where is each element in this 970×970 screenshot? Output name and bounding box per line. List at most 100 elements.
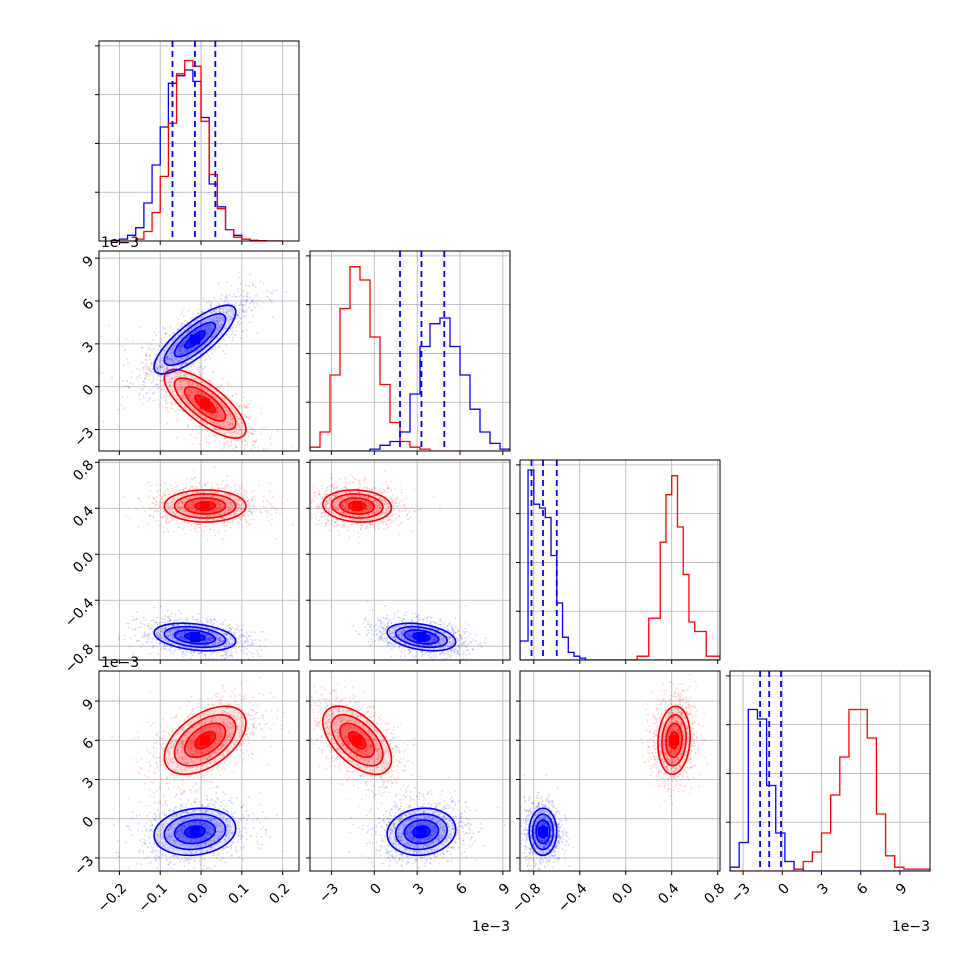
sample-point: [185, 351, 188, 353]
sample-point: [250, 400, 253, 403]
sample-point: [219, 326, 222, 328]
sample-point: [164, 519, 167, 522]
sample-point: [250, 416, 252, 419]
sample-point: [180, 342, 182, 345]
sample-point: [163, 327, 166, 330]
sample-point: [195, 382, 198, 385]
sample-point: [127, 626, 130, 629]
sample-point: [214, 415, 217, 418]
sample-point: [193, 618, 196, 621]
sample-point: [252, 656, 255, 658]
sample-point: [213, 435, 216, 438]
sample-point: [253, 306, 256, 309]
sample-point: [225, 420, 227, 423]
sample-point: [195, 350, 198, 353]
sample-point: [160, 390, 163, 393]
sample-point: [174, 371, 177, 374]
sample-point: [197, 405, 200, 408]
sample-point: [165, 402, 168, 405]
sample-point: [187, 381, 190, 384]
sample-point: [224, 352, 227, 355]
sample-point: [171, 408, 174, 411]
sample-point: [243, 403, 245, 406]
sample-point: [252, 420, 255, 423]
sample-point: [149, 374, 152, 376]
sample-point: [191, 358, 194, 361]
sample-point: [166, 406, 169, 409]
sample-point: [162, 526, 165, 529]
sample-point: [245, 415, 248, 418]
sample-point: [272, 289, 275, 292]
sample-point: [170, 501, 173, 504]
sample-point: [156, 367, 159, 369]
sample-point: [165, 368, 167, 371]
sample-point: [236, 440, 239, 442]
sample-point: [233, 513, 235, 516]
sample-point: [238, 304, 240, 307]
sample-point: [143, 397, 146, 400]
sample-point: [188, 350, 191, 353]
sample-point: [218, 319, 221, 322]
sample-point: [188, 354, 190, 356]
sample-point: [393, 487, 396, 490]
sample-point: [219, 498, 222, 500]
sample-point: [165, 502, 168, 505]
sample-point: [238, 418, 240, 421]
sample-point: [216, 327, 219, 330]
sample-point: [182, 488, 185, 491]
sample-point: [173, 403, 176, 405]
sample-point: [166, 358, 169, 361]
sample-point: [198, 390, 200, 393]
sample-point: [230, 406, 233, 408]
sample-point: [240, 434, 242, 436]
sample-point: [193, 371, 196, 374]
sample-point: [189, 380, 192, 383]
sample-point: [144, 378, 147, 380]
sample-point: [144, 619, 147, 622]
sample-point: [142, 383, 145, 386]
sample-point: [175, 382, 178, 385]
sample-point: [189, 481, 192, 484]
sample-point: [231, 417, 234, 420]
sample-point: [176, 349, 179, 352]
sample-point: [374, 528, 376, 531]
sample-point: [185, 348, 188, 351]
sample-point: [240, 428, 243, 431]
sample-point: [217, 323, 220, 326]
sample-point: [197, 390, 200, 393]
sample-point: [205, 301, 208, 304]
sample-point: [229, 415, 232, 418]
sample-point: [144, 377, 147, 380]
sample-point: [198, 348, 201, 351]
sample-point: [220, 402, 223, 404]
sample-point: [157, 374, 159, 376]
sample-point: [154, 504, 157, 507]
sample-point: [222, 350, 225, 353]
sample-point: [176, 341, 179, 344]
sample-point: [157, 386, 160, 388]
sample-point: [201, 387, 203, 389]
sample-point: [246, 291, 249, 294]
sample-point: [229, 413, 231, 415]
sample-point: [226, 441, 229, 444]
sample-point: [156, 616, 159, 619]
sample-point: [218, 386, 221, 389]
sample-point: [216, 407, 219, 410]
sample-point: [188, 455, 190, 457]
sample-point: [206, 441, 208, 443]
sample-point: [177, 347, 180, 350]
sample-point: [217, 302, 220, 305]
sample-point: [170, 401, 172, 404]
sample-point: [160, 353, 163, 356]
sample-point: [161, 502, 164, 504]
sample-point: [196, 392, 199, 395]
sample-point: [237, 422, 240, 425]
sample-point: [132, 340, 134, 343]
sample-point: [211, 320, 214, 322]
sample-point: [162, 361, 165, 364]
sample-point: [275, 289, 278, 292]
sample-point: [381, 488, 384, 491]
sample-point: [170, 351, 173, 354]
sample-point: [143, 616, 145, 619]
sample-point: [193, 330, 196, 333]
